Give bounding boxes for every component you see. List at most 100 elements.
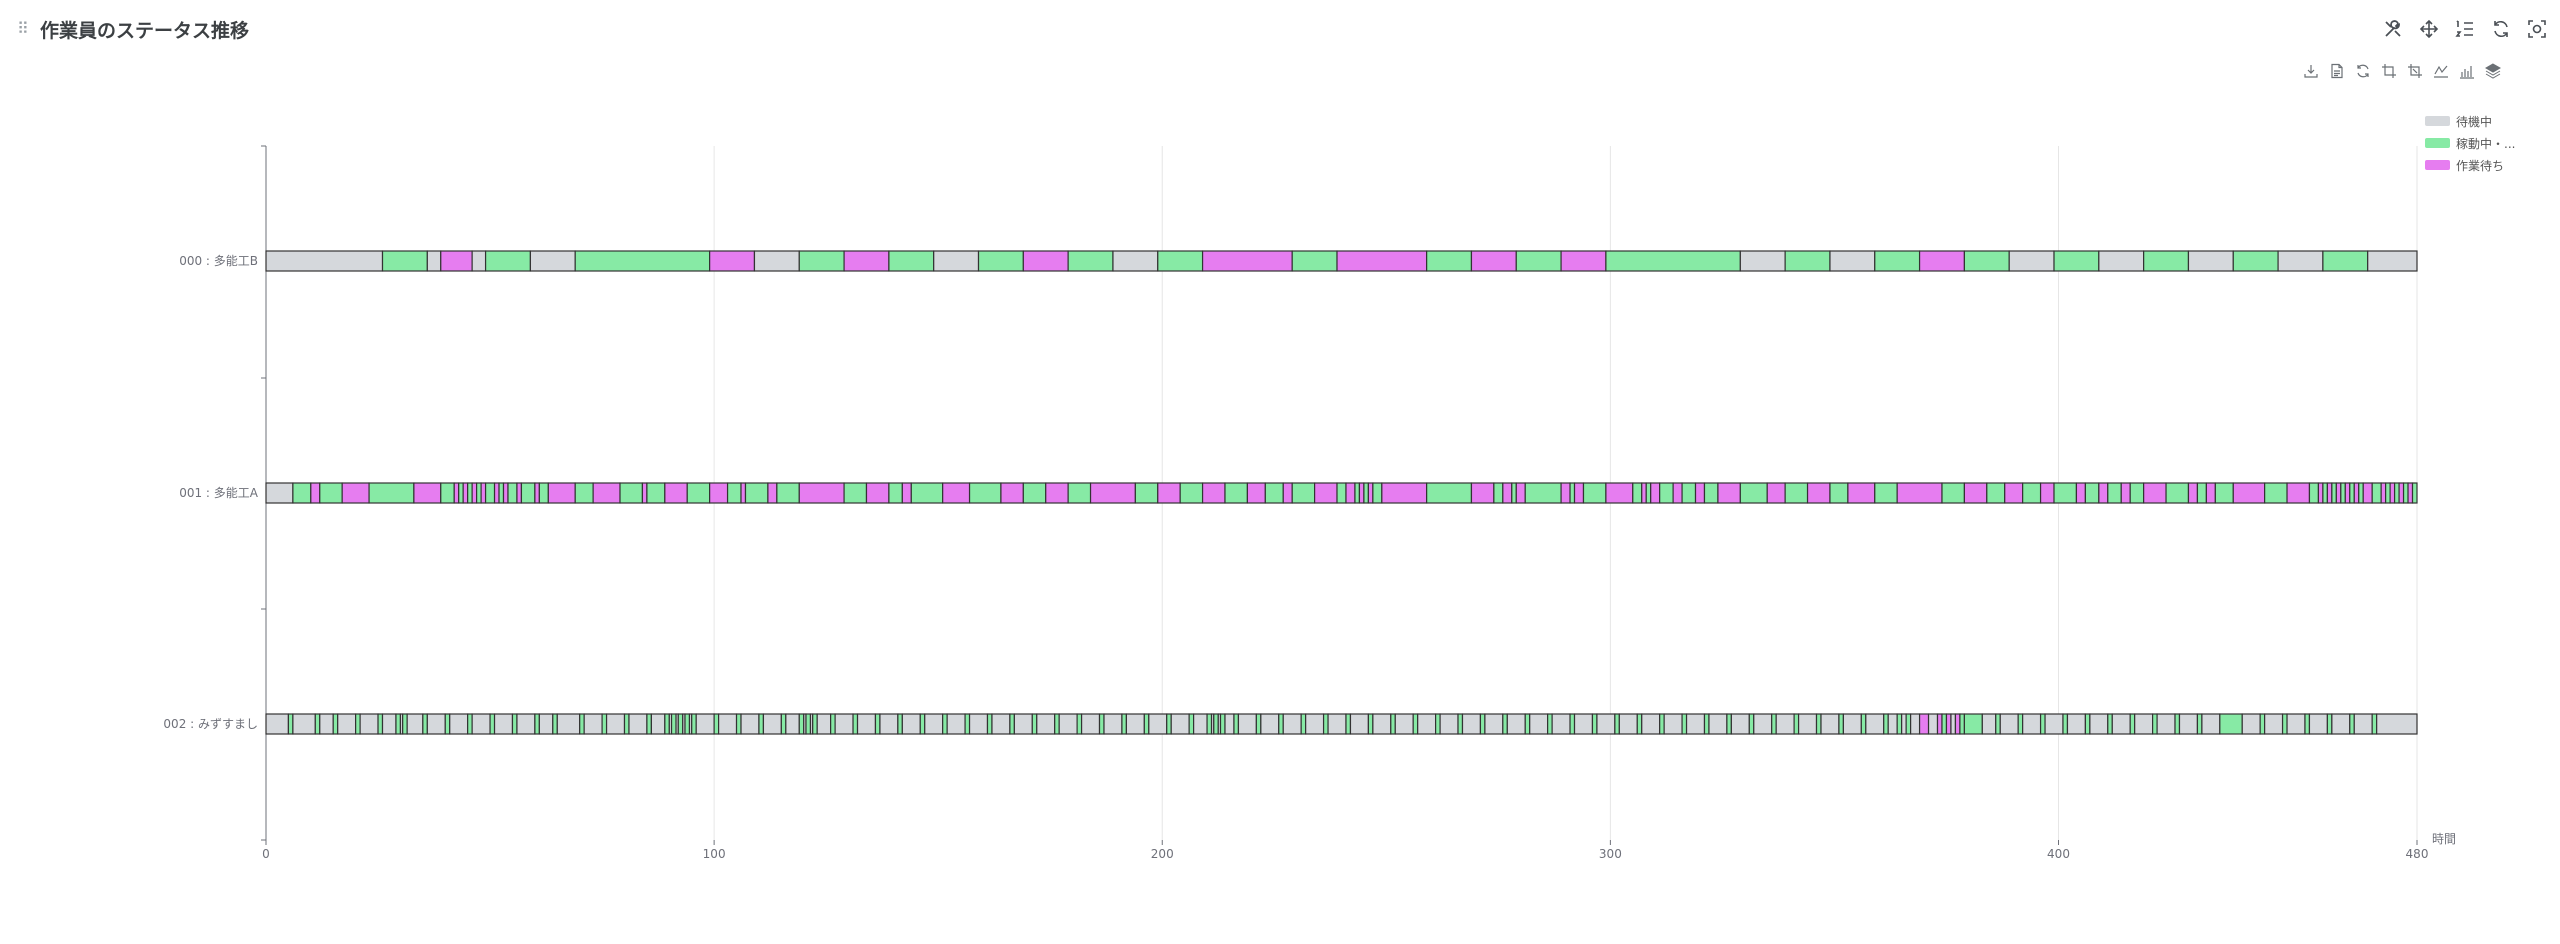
gantt-segment-idle[interactable] <box>1797 713 1818 735</box>
gantt-segment-working[interactable] <box>812 713 818 735</box>
restore-icon[interactable] <box>2352 60 2374 82</box>
gantt-segment-idle[interactable] <box>1305 713 1325 735</box>
gantt-segment-waiting[interactable] <box>1201 250 1293 272</box>
gantt-segment-working[interactable] <box>2264 482 2288 504</box>
gantt-segment-idle[interactable] <box>426 250 442 272</box>
gantt-segment-working[interactable] <box>1426 250 1473 272</box>
gantt-segment-idle[interactable] <box>785 713 800 735</box>
gantt-segment-working[interactable] <box>1134 482 1159 504</box>
gantt-segment-idle[interactable] <box>1193 713 1208 735</box>
gantt-segment-idle[interactable] <box>2044 713 2064 735</box>
gantt-segment-working[interactable] <box>511 713 518 735</box>
gantt-segment-idle[interactable] <box>1224 713 1235 735</box>
gantt-segment-working[interactable] <box>646 713 652 735</box>
gantt-segment-working[interactable] <box>1076 713 1083 735</box>
gantt-segment-working[interactable] <box>2340 482 2346 504</box>
gantt-segment-working[interactable] <box>1022 482 1047 504</box>
gantt-segment-idle[interactable] <box>1739 250 1786 272</box>
gantt-segment-idle[interactable] <box>1013 713 1033 735</box>
gantt-segment-working[interactable] <box>986 713 993 735</box>
gantt-segment-working[interactable] <box>1143 713 1150 735</box>
gantt-segment-waiting[interactable] <box>709 482 729 504</box>
gantt-segment-working[interactable] <box>2232 250 2279 272</box>
gantt-segment-waiting[interactable] <box>1089 482 1136 504</box>
gantt-segment-working[interactable] <box>467 482 473 504</box>
gantt-segment-working[interactable] <box>467 713 473 735</box>
gantt-segment-idle[interactable] <box>1901 713 1907 735</box>
legend-item-working[interactable]: 稼動中・... <box>2425 132 2515 154</box>
gantt-segment-idle[interactable] <box>816 713 832 735</box>
gantt-segment-working[interactable] <box>691 713 697 735</box>
gantt-segment-working[interactable] <box>2385 482 2391 504</box>
gantt-segment-idle[interactable] <box>1596 713 1616 735</box>
gantt-segment-working[interactable] <box>1703 482 1719 504</box>
gantt-segment-working[interactable] <box>1771 713 1777 735</box>
gantt-segment-waiting[interactable] <box>901 482 912 504</box>
gantt-segment-idle[interactable] <box>1842 713 1862 735</box>
gantt-segment-idle[interactable] <box>583 713 603 735</box>
gantt-segment-idle[interactable] <box>1730 713 1750 735</box>
gantt-segment-idle[interactable] <box>1170 713 1190 735</box>
gantt-segment-idle[interactable] <box>359 713 379 735</box>
gantt-segment-working[interactable] <box>2053 482 2078 504</box>
gantt-segment-working[interactable] <box>402 713 408 735</box>
gantt-segment-idle[interactable] <box>493 713 514 735</box>
gantt-segment-idle[interactable] <box>529 250 576 272</box>
gantt-segment-working[interactable] <box>2371 482 2382 504</box>
gantt-segment-working[interactable] <box>1264 482 1284 504</box>
line-chart-icon[interactable] <box>2430 60 2452 82</box>
gantt-segment-working[interactable] <box>1067 482 1092 504</box>
gantt-segment-working[interactable] <box>579 713 585 735</box>
gantt-segment-working[interactable] <box>919 713 926 735</box>
gantt-segment-idle[interactable] <box>695 713 715 735</box>
gantt-segment-working[interactable] <box>830 713 836 735</box>
gantt-segment-waiting[interactable] <box>798 482 845 504</box>
gantt-segment-working[interactable] <box>444 713 451 735</box>
gantt-segment-working[interactable] <box>498 482 505 504</box>
gantt-segment-waiting[interactable] <box>1847 482 1876 504</box>
gantt-segment-idle[interactable] <box>1112 250 1159 272</box>
gantt-segment-working[interactable] <box>1681 482 1697 504</box>
gantt-segment-idle[interactable] <box>556 713 581 735</box>
gantt-segment-idle[interactable] <box>1327 713 1347 735</box>
gantt-segment-idle[interactable] <box>946 713 966 735</box>
gantt-segment-working[interactable] <box>843 482 868 504</box>
gantt-segment-idle[interactable] <box>2022 713 2042 735</box>
gantt-segment-idle[interactable] <box>1865 713 1885 735</box>
gantt-segment-working[interactable] <box>1896 713 1903 735</box>
gantt-segment-idle[interactable] <box>2264 713 2284 735</box>
gantt-segment-working[interactable] <box>852 713 859 735</box>
gantt-segment-waiting[interactable] <box>1502 482 1513 504</box>
gantt-segment-working[interactable] <box>314 713 321 735</box>
gantt-segment-working[interactable] <box>1213 713 1219 735</box>
gantt-segment-working[interactable] <box>726 482 742 504</box>
gantt-segment-waiting[interactable] <box>1896 482 1943 504</box>
gantt-segment-working[interactable] <box>538 482 549 504</box>
gantt-segment-waiting[interactable] <box>1470 482 1495 504</box>
gantt-segment-working[interactable] <box>476 482 482 504</box>
gantt-segment-working[interactable] <box>798 713 805 735</box>
gantt-segment-idle[interactable] <box>1125 713 1145 735</box>
gantt-segment-waiting[interactable] <box>1694 482 1706 504</box>
gantt-segment-waiting[interactable] <box>2075 482 2086 504</box>
gantt-segment-working[interactable] <box>2219 713 2243 735</box>
gantt-segment-idle[interactable] <box>879 713 899 735</box>
gantt-segment-waiting[interactable] <box>1963 482 1988 504</box>
list-order-icon[interactable] <box>2452 14 2478 44</box>
gantt-segment-working[interactable] <box>1784 250 1831 272</box>
gantt-segment-waiting[interactable] <box>1560 250 1607 272</box>
gantt-segment-working[interactable] <box>2322 482 2328 504</box>
gantt-segment-working[interactable] <box>1502 713 1508 735</box>
gantt-segment-working[interactable] <box>292 482 312 504</box>
gantt-segment-working[interactable] <box>534 713 540 735</box>
gantt-segment-working[interactable] <box>897 713 903 735</box>
gantt-segment-waiting[interactable] <box>2098 482 2109 504</box>
gantt-segment-working[interactable] <box>670 713 677 735</box>
gantt-segment-idle[interactable] <box>1618 713 1638 735</box>
gantt-segment-working[interactable] <box>942 713 948 735</box>
gantt-segment-idle[interactable] <box>1417 713 1437 735</box>
gantt-segment-working[interactable] <box>744 482 769 504</box>
gantt-segment-working[interactable] <box>1659 713 1665 735</box>
gantt-segment-working[interactable] <box>2107 713 2113 735</box>
gantt-segment-idle[interactable] <box>1775 713 1795 735</box>
